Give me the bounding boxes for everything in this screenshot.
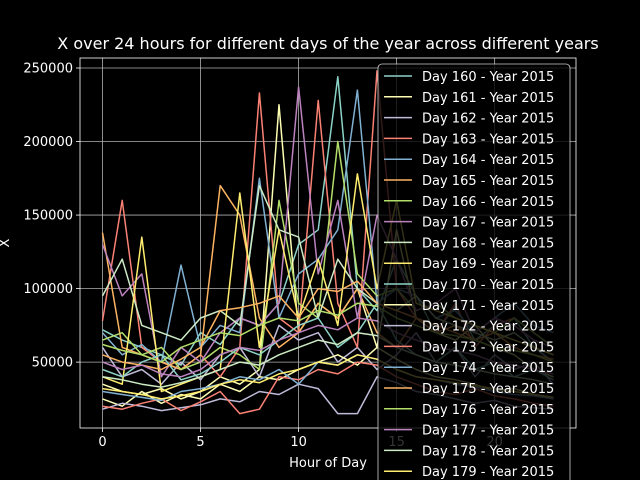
legend-label: Day 179 - Year 2015	[422, 465, 554, 480]
legend-label: Day 172 - Year 2015	[422, 320, 554, 335]
legend-box	[377, 63, 571, 480]
legend-label: Day 175 - Year 2015	[422, 382, 554, 397]
x-tick-label: 5	[196, 435, 204, 450]
legend-label: Day 176 - Year 2015	[422, 403, 554, 418]
x-tick-label: 10	[290, 435, 307, 450]
y-tick-label: 150000	[23, 209, 73, 224]
chart-title: X over 24 hours for different days of th…	[57, 34, 598, 53]
x-axis-label: Hour of Day	[289, 456, 367, 471]
legend-label: Day 160 - Year 2015	[422, 70, 554, 85]
legend-label: Day 174 - Year 2015	[422, 361, 554, 376]
y-tick-label: 250000	[23, 62, 73, 77]
plot-frame	[79, 57, 577, 429]
legend-label: Day 171 - Year 2015	[422, 299, 554, 314]
legend-label: Day 161 - Year 2015	[422, 91, 554, 106]
legend-label: Day 170 - Year 2015	[422, 278, 554, 293]
legend-label: Day 178 - Year 2015	[422, 444, 554, 459]
x-tick-label: 0	[98, 435, 106, 450]
y-tick-label: 100000	[23, 282, 73, 297]
y-axis-label: X	[0, 238, 13, 247]
y-tick-label: 200000	[23, 135, 73, 150]
legend-label: Day 165 - Year 2015	[422, 174, 554, 189]
legend-label: Day 162 - Year 2015	[422, 112, 554, 127]
legend-label: Day 164 - Year 2015	[422, 153, 554, 168]
legend-label: Day 168 - Year 2015	[422, 236, 554, 251]
legend-label: Day 173 - Year 2015	[422, 340, 554, 355]
y-tick-label: 50000	[32, 356, 73, 371]
legend: Day 160 - Year 2015 Day 161 - Year 2015 Da…	[377, 63, 571, 480]
legend-label: Day 169 - Year 2015	[422, 257, 554, 272]
y-axis: 50000 100000 150000 200000 250000	[23, 62, 80, 371]
legend-label: Day 167 - Year 2015	[422, 216, 554, 231]
legend-label: Day 166 - Year 2015	[422, 195, 554, 210]
legend-label: Day 177 - Year 2015	[422, 424, 554, 439]
legend-label: Day 163 - Year 2015	[422, 132, 554, 147]
